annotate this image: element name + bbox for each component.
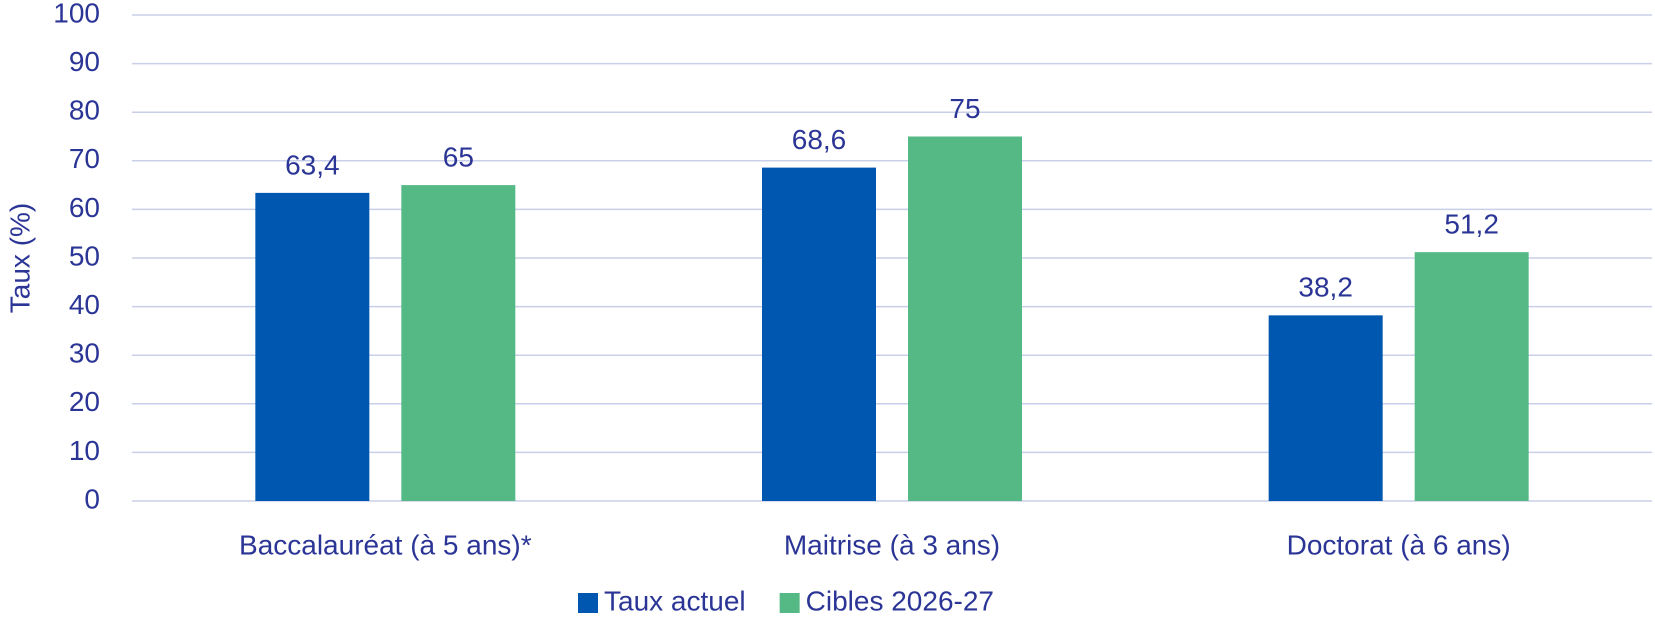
bar xyxy=(1414,252,1529,501)
bar xyxy=(908,136,1022,501)
x-tick-label: Maitrise (à 3 ans) xyxy=(784,529,1000,560)
data-label: 75 xyxy=(949,93,980,124)
data-label: 65 xyxy=(443,141,474,172)
data-label: 68,6 xyxy=(792,124,847,155)
legend-label: Taux actuel xyxy=(604,585,746,616)
y-tick-label: 50 xyxy=(69,240,100,271)
y-tick-label: 10 xyxy=(69,435,100,466)
y-tick-label: 20 xyxy=(69,386,100,417)
data-label: 63,4 xyxy=(285,149,340,180)
y-tick-label: 0 xyxy=(84,483,100,514)
data-label: 38,2 xyxy=(1298,272,1353,303)
data-label: 51,2 xyxy=(1444,209,1499,240)
x-tick-label: Baccalauréat (à 5 ans)* xyxy=(239,529,532,560)
y-tick-label: 80 xyxy=(69,95,100,126)
legend-label: Cibles 2026-27 xyxy=(806,585,994,616)
bar xyxy=(401,185,516,501)
bar xyxy=(255,192,370,501)
bar xyxy=(762,167,876,501)
y-tick-label: 60 xyxy=(69,192,100,223)
y-tick-label: 30 xyxy=(69,338,100,369)
bar xyxy=(1268,315,1383,501)
x-tick-label: Doctorat (à 6 ans) xyxy=(1287,529,1511,560)
y-axis-label: Taux (%) xyxy=(4,203,35,313)
y-tick-label: 100 xyxy=(53,0,100,28)
legend-swatch xyxy=(578,593,598,613)
legend-swatch xyxy=(779,593,800,613)
y-tick-label: 90 xyxy=(69,46,100,77)
y-tick-label: 40 xyxy=(69,289,100,320)
y-tick-label: 70 xyxy=(69,143,100,174)
